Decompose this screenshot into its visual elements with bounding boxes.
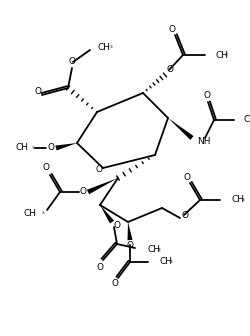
Text: CH: CH bbox=[160, 257, 173, 266]
Text: O: O bbox=[126, 242, 134, 251]
Text: O: O bbox=[68, 56, 75, 66]
Text: $_3$: $_3$ bbox=[157, 246, 162, 254]
Polygon shape bbox=[128, 222, 132, 240]
Text: $_3$: $_3$ bbox=[40, 209, 45, 217]
Text: O: O bbox=[182, 210, 188, 219]
Text: CH: CH bbox=[97, 42, 110, 51]
Text: O: O bbox=[80, 187, 86, 197]
Text: O: O bbox=[42, 164, 50, 172]
Text: O: O bbox=[112, 279, 118, 288]
Polygon shape bbox=[56, 143, 77, 151]
Text: CH: CH bbox=[215, 50, 228, 59]
Text: O: O bbox=[184, 172, 190, 181]
Text: $_3$: $_3$ bbox=[109, 43, 114, 51]
Text: CH: CH bbox=[243, 116, 250, 125]
Text: O: O bbox=[204, 91, 210, 100]
Text: CH: CH bbox=[232, 196, 245, 205]
Polygon shape bbox=[87, 178, 118, 194]
Text: CH: CH bbox=[24, 209, 37, 217]
Text: O: O bbox=[168, 26, 175, 35]
Text: O: O bbox=[48, 143, 54, 153]
Text: O: O bbox=[96, 165, 102, 173]
Text: $_3$: $_3$ bbox=[224, 51, 228, 58]
Text: $_3$: $_3$ bbox=[241, 197, 246, 204]
Text: O: O bbox=[166, 66, 173, 75]
Polygon shape bbox=[100, 205, 114, 223]
Text: CH: CH bbox=[148, 246, 161, 254]
Text: O: O bbox=[96, 262, 103, 271]
Text: CH: CH bbox=[15, 143, 28, 153]
Text: O: O bbox=[114, 221, 120, 230]
Text: O: O bbox=[34, 87, 42, 96]
Text: $_3$: $_3$ bbox=[30, 144, 35, 152]
Text: NH: NH bbox=[197, 136, 210, 145]
Polygon shape bbox=[168, 118, 194, 140]
Text: $_3$: $_3$ bbox=[169, 258, 173, 265]
